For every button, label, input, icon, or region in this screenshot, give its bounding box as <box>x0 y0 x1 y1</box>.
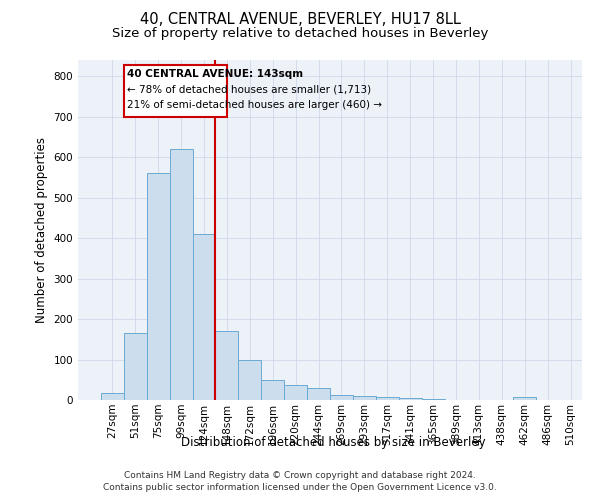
Text: Contains HM Land Registry data © Crown copyright and database right 2024.
Contai: Contains HM Land Registry data © Crown c… <box>103 471 497 492</box>
Bar <box>193 234 215 400</box>
Text: 40, CENTRAL AVENUE, BEVERLEY, HU17 8LL: 40, CENTRAL AVENUE, BEVERLEY, HU17 8LL <box>140 12 460 28</box>
Text: 40 CENTRAL AVENUE: 143sqm: 40 CENTRAL AVENUE: 143sqm <box>127 69 303 79</box>
Bar <box>170 149 193 400</box>
Bar <box>124 333 147 400</box>
Text: 21% of semi-detached houses are larger (460) →: 21% of semi-detached houses are larger (… <box>127 100 382 110</box>
Bar <box>399 398 422 400</box>
Bar <box>307 388 330 400</box>
Bar <box>261 380 284 400</box>
Bar <box>101 393 124 400</box>
Bar <box>330 395 353 400</box>
Text: Size of property relative to detached houses in Beverley: Size of property relative to detached ho… <box>112 28 488 40</box>
Text: Distribution of detached houses by size in Beverley: Distribution of detached houses by size … <box>181 436 485 449</box>
FancyBboxPatch shape <box>124 65 227 116</box>
Bar <box>215 331 238 400</box>
Text: ← 78% of detached houses are smaller (1,713): ← 78% of detached houses are smaller (1,… <box>127 84 371 94</box>
Bar <box>376 397 399 400</box>
Bar <box>147 174 170 400</box>
Bar <box>513 397 536 400</box>
Bar <box>422 399 445 400</box>
Bar <box>284 384 307 400</box>
Y-axis label: Number of detached properties: Number of detached properties <box>35 137 48 323</box>
Bar <box>353 396 376 400</box>
Bar <box>238 360 261 400</box>
